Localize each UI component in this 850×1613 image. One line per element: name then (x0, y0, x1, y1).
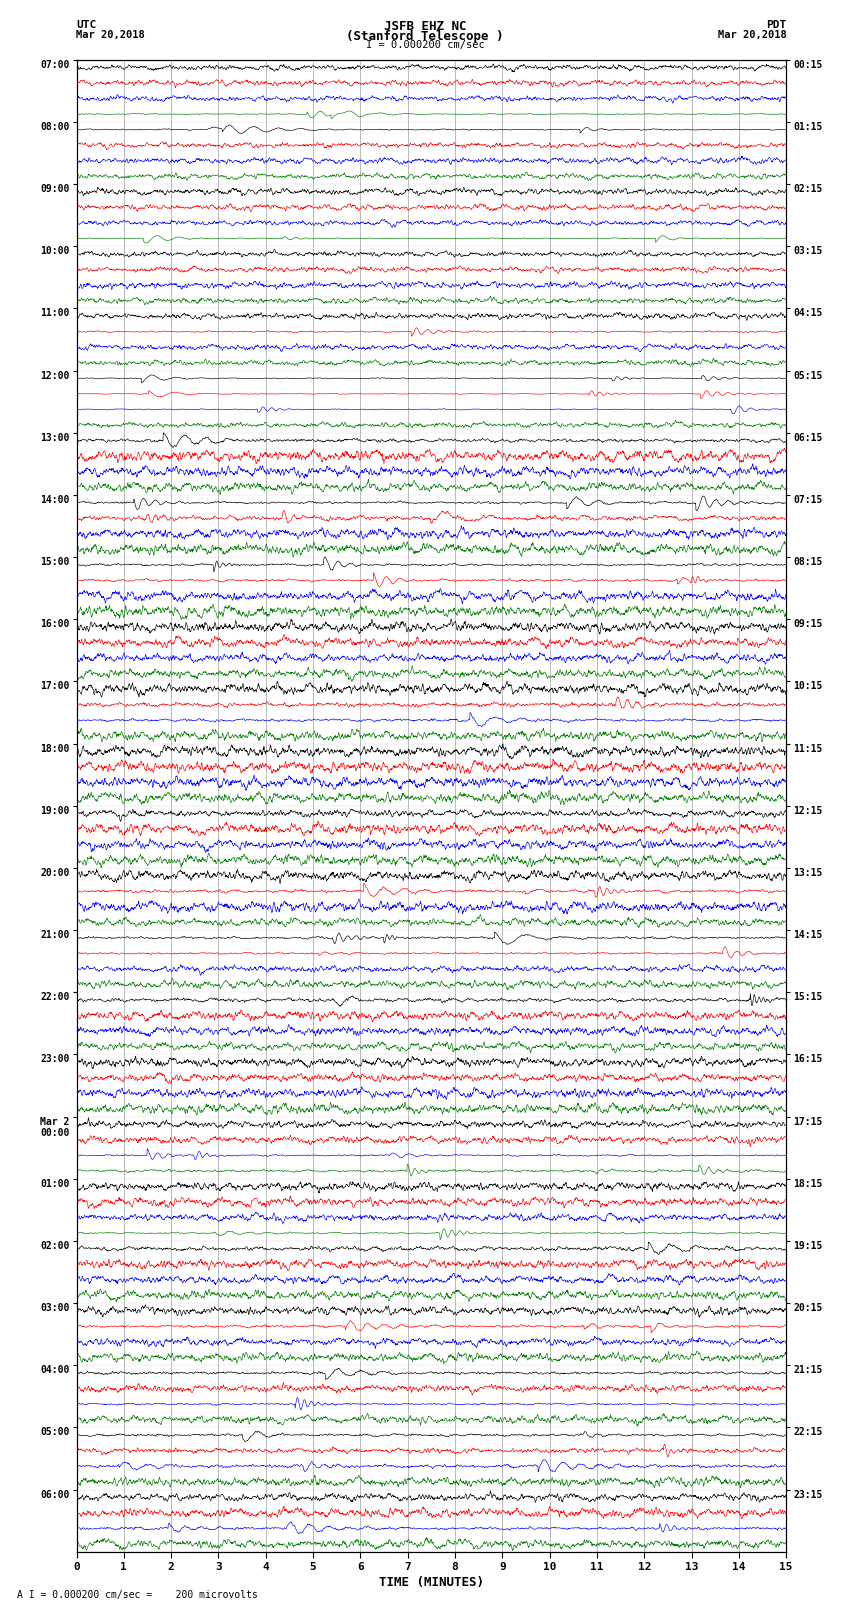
Text: Mar 20,2018: Mar 20,2018 (717, 31, 786, 40)
Text: A I = 0.000200 cm/sec =    200 microvolts: A I = 0.000200 cm/sec = 200 microvolts (17, 1590, 258, 1600)
X-axis label: TIME (MINUTES): TIME (MINUTES) (379, 1576, 484, 1589)
Text: (Stanford Telescope ): (Stanford Telescope ) (346, 31, 504, 44)
Text: JSFB EHZ NC: JSFB EHZ NC (383, 19, 467, 34)
Text: Mar 20,2018: Mar 20,2018 (76, 31, 145, 40)
Text: PDT: PDT (766, 19, 786, 31)
Text: I = 0.000200 cm/sec: I = 0.000200 cm/sec (366, 39, 484, 50)
Text: UTC: UTC (76, 19, 97, 31)
